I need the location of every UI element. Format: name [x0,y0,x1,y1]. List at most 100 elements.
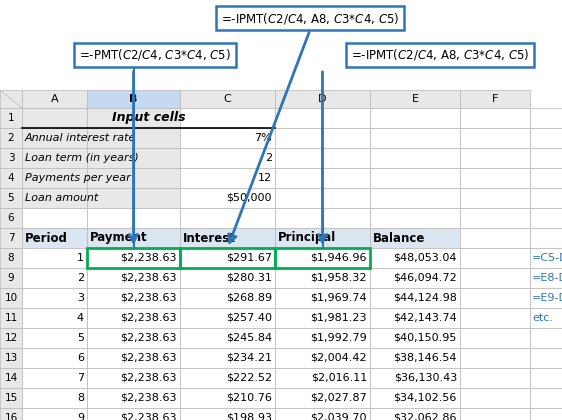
Bar [87,368,180,388]
Bar [530,188,562,208]
Bar [370,168,460,188]
Text: 9: 9 [77,413,84,420]
Bar [0,288,22,308]
Text: 3: 3 [8,153,14,163]
Bar [0,308,22,328]
Text: $2,238.63: $2,238.63 [120,253,177,263]
Bar [180,368,275,388]
Text: $1,981.23: $1,981.23 [310,313,367,323]
Text: 15: 15 [4,393,17,403]
Bar [180,408,275,420]
Bar [370,108,460,128]
Bar [530,268,562,288]
Bar [370,348,460,368]
Bar [370,308,460,328]
Bar [87,90,180,108]
Bar [180,168,275,188]
Bar [87,248,180,268]
Bar [87,388,180,408]
Text: =-IPMT($C$2/$C$4, A8, $C$3*$C$4, $C$5): =-IPMT($C$2/$C$4, A8, $C$3*$C$4, $C$5) [351,47,529,63]
Text: $1,958.32: $1,958.32 [310,273,367,283]
Bar [530,408,562,420]
Bar [87,128,180,148]
Bar [22,348,87,368]
Text: $280.31: $280.31 [226,273,272,283]
Bar [87,308,180,328]
Text: $2,027.87: $2,027.87 [310,393,367,403]
Bar [180,248,275,268]
Text: 14: 14 [4,373,17,383]
Bar [180,348,275,368]
Text: E: E [411,94,419,104]
Text: $268.89: $268.89 [226,293,272,303]
Bar [275,408,370,420]
Bar [460,188,530,208]
Bar [180,288,275,308]
Bar [0,208,22,228]
Bar [0,248,22,268]
Bar [275,268,370,288]
Text: Annual interest rate: Annual interest rate [25,133,137,143]
Bar [370,368,460,388]
Text: =C5-D8: =C5-D8 [532,253,562,263]
Bar [530,288,562,308]
Text: $44,124.98: $44,124.98 [393,293,457,303]
Bar [87,148,180,168]
Text: 10: 10 [4,293,17,303]
Bar [22,128,87,148]
Bar [530,168,562,188]
Bar [180,388,275,408]
Text: C: C [224,94,232,104]
Bar [0,188,22,208]
Text: $1,946.96: $1,946.96 [310,253,367,263]
Bar [460,108,530,128]
Text: $210.76: $210.76 [226,393,272,403]
Bar [530,348,562,368]
Bar [87,328,180,348]
Bar [275,248,370,268]
Bar [460,248,530,268]
Bar [370,408,460,420]
Text: $2,238.63: $2,238.63 [120,373,177,383]
Text: $2,238.63: $2,238.63 [120,293,177,303]
Text: $2,039.70: $2,039.70 [310,413,367,420]
Text: $2,004.42: $2,004.42 [310,353,367,363]
Bar [460,148,530,168]
Text: Principal: Principal [278,231,336,244]
Text: =E8-D9: =E8-D9 [532,273,562,283]
Text: $34,102.56: $34,102.56 [393,393,457,403]
Text: 7: 7 [77,373,84,383]
Bar [460,268,530,288]
Text: 11: 11 [4,313,17,323]
Bar [87,268,180,288]
Text: 7: 7 [8,233,14,243]
Text: 6: 6 [77,353,84,363]
Text: =E9-D10: =E9-D10 [532,293,562,303]
Text: $291.67: $291.67 [226,253,272,263]
Bar [22,228,87,248]
Bar [180,308,275,328]
Bar [22,168,87,188]
Text: Payment: Payment [90,231,148,244]
Text: Input cells: Input cells [112,111,185,124]
Bar [0,228,22,248]
Bar [530,368,562,388]
Bar [180,188,275,208]
Text: D: D [318,94,327,104]
Bar [0,408,22,420]
Text: 1: 1 [77,253,84,263]
Bar [370,388,460,408]
Text: etc.: etc. [532,313,553,323]
Text: $2,238.63: $2,238.63 [120,333,177,343]
Bar [22,208,87,228]
Text: $198.93: $198.93 [226,413,272,420]
Text: 2: 2 [8,133,14,143]
Bar [22,368,87,388]
Bar [0,148,22,168]
Bar [180,268,275,288]
Bar [22,328,87,348]
Text: $2,238.63: $2,238.63 [120,393,177,403]
Bar [0,328,22,348]
Bar [460,228,530,248]
Bar [370,228,460,248]
